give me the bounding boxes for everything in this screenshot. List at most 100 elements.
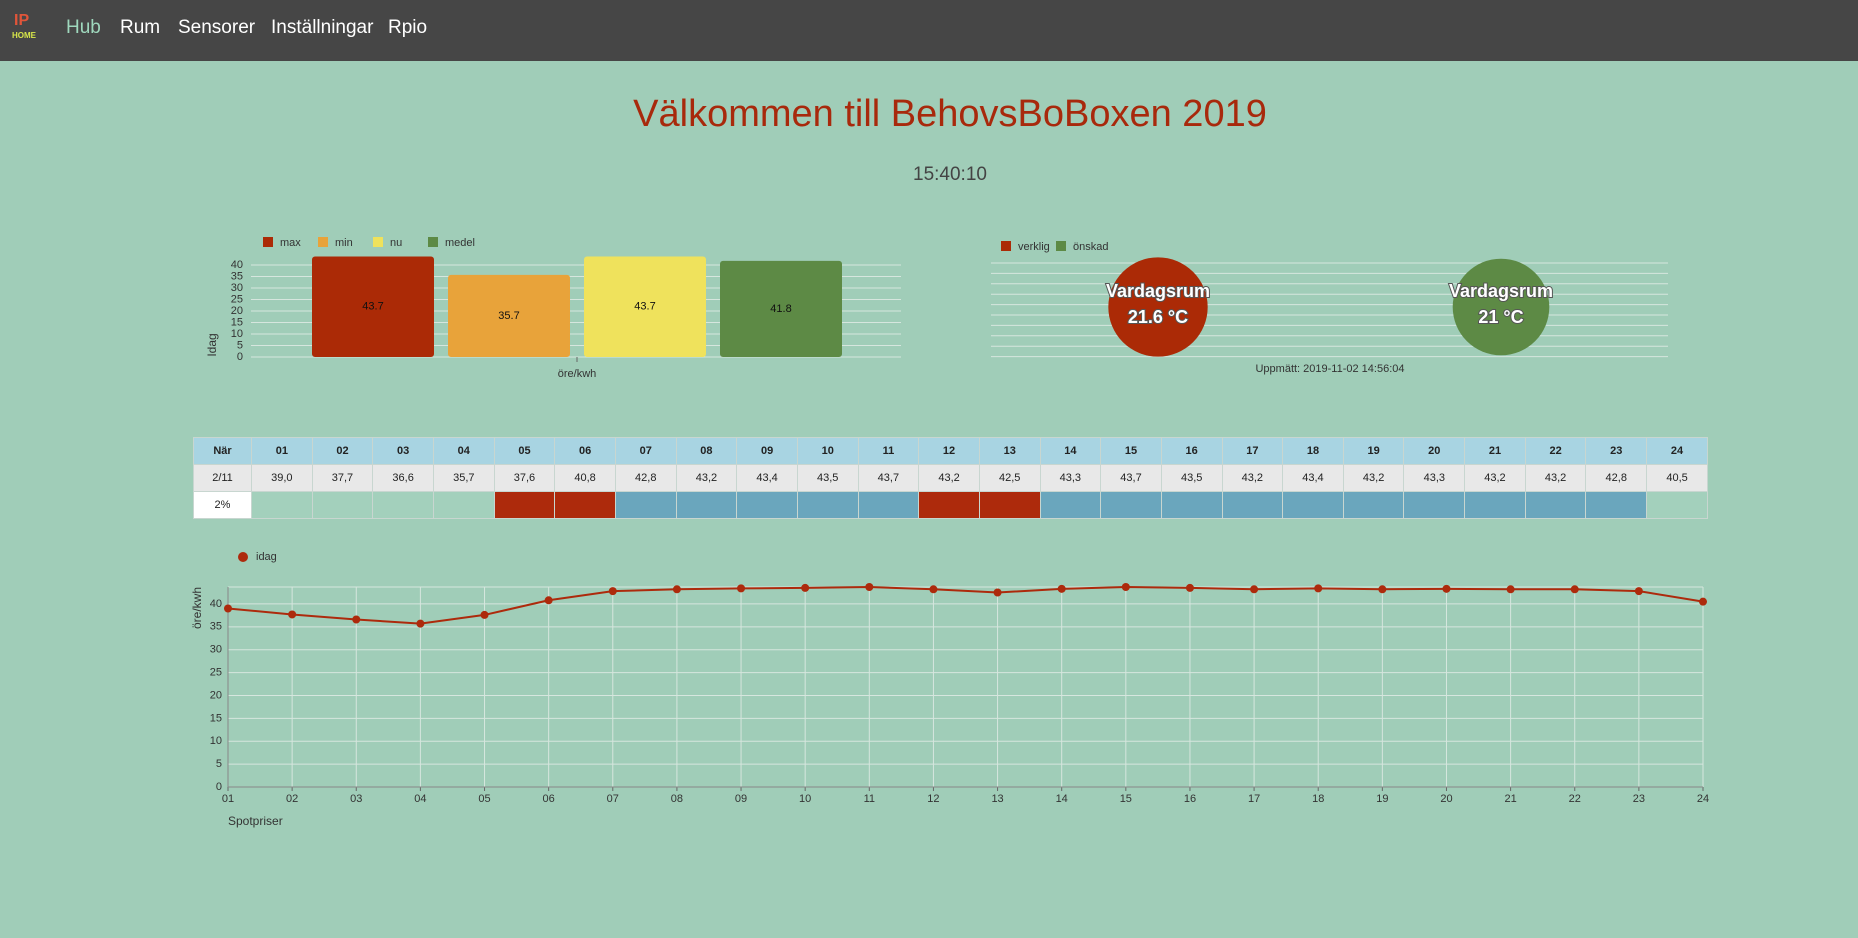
header-cell: 01 [251,437,313,465]
x-axis-label: öre/kwh [558,368,597,380]
header-cell: 08 [675,437,738,465]
price-row: 2/11 39,0 37,7 36,6 35,7 37,6 40,8 42,8 43,2 43,4… [193,464,1708,492]
price-cell: 35,7 [432,464,495,492]
legend-swatch [318,237,328,247]
x-tick-label: 11 [864,793,875,805]
logo-text: IP [14,12,30,29]
header-cell: 23 [1585,437,1648,465]
y-axis-label: öre/kwh [190,587,204,629]
y-axis-label: Idag [205,333,219,356]
level-cell [978,491,1041,519]
x-tick-label: 06 [543,793,555,805]
caption: Uppmätt: 2019-11-02 14:56:04 [1255,363,1404,375]
bar-label: 43.7 [634,301,655,313]
level-cell [918,491,980,519]
y-tick-label: 25 [210,666,222,678]
nav-link[interactable]: Rum [120,17,161,38]
point [993,588,1002,597]
legend-label: verklig [1018,241,1050,253]
price-cell: 43,4 [1282,464,1344,492]
legend-label: önskad [1073,241,1108,253]
point [224,604,232,613]
bar [448,274,570,357]
nav-link[interactable]: Sensorer [178,17,256,38]
price-cell: 42,5 [978,464,1041,492]
price-cell: 39,0 [251,464,313,492]
x-tick-label: 12 [927,793,939,805]
point [801,583,810,592]
point [1699,597,1707,606]
point [544,596,553,605]
x-tick-label: 05 [478,793,490,805]
bubble-value: 21 °C [1478,307,1523,327]
header-cell: 09 [736,437,798,465]
header-cell: 13 [978,437,1041,465]
bar [720,260,842,357]
level-cell [1100,491,1162,519]
level-cell [493,491,556,519]
header-cell: 15 [1100,437,1162,465]
header-cell: 24 [1646,437,1708,465]
price-cell: 43,4 [736,464,798,492]
level-cell [1342,491,1405,519]
header-cell: 07 [614,437,677,465]
x-tick-label: 24 [1697,793,1709,805]
x-tick-label: 14 [1056,793,1068,805]
logo-text: HOME [12,31,36,40]
price-cell: 40,5 [1646,464,1708,492]
price-cell: 43,2 [1464,464,1526,492]
bar-label: 35.7 [498,310,519,322]
level-cell [372,491,434,519]
nav-link[interactable]: Rpio [388,17,428,38]
y-tick-label: 10 [231,328,243,340]
header-cell: 12 [918,437,980,465]
level-cell [1221,491,1284,519]
level-cell [1646,491,1708,519]
header-cell: 21 [1464,437,1526,465]
level-cell [1403,491,1466,519]
point [288,610,297,619]
header-cell: 22 [1524,437,1587,465]
price-cell: 43,5 [796,464,859,492]
bubble-label: Vardagsrum [1449,281,1553,301]
price-cell: 43,3 [1039,464,1102,492]
level-cell [736,491,798,519]
y-tick-label: 5 [216,758,222,770]
y-tick-label: 10 [210,735,222,747]
nav-link[interactable]: Inställningar [271,17,374,38]
price-cell: 37,7 [311,464,374,492]
price-cell: 42,8 [1585,464,1648,492]
level-cell [1282,491,1344,519]
x-tick-label: 18 [1312,793,1324,805]
price-cell: 43,5 [1160,464,1223,492]
x-tick-label: 10 [799,793,811,805]
x-tick-label: 04 [414,793,426,805]
point [1378,585,1387,594]
point [1185,583,1194,592]
x-tick-label: 01 [222,793,234,805]
y-tick-label: 40 [210,598,222,610]
price-cell: 43,3 [1403,464,1466,492]
header-cell: 18 [1282,437,1344,465]
bubble-value: 21.6 °C [1128,307,1188,327]
header-cell: 19 [1342,437,1405,465]
level-row: 2% [193,491,1708,519]
point [352,615,361,624]
y-tick-label: 35 [210,621,222,633]
x-tick-label: 15 [1120,793,1132,805]
logo[interactable]: IP HOME [12,12,42,42]
price-cell: 43,2 [1524,464,1587,492]
y-tick-label: 30 [231,282,243,294]
level-cell [251,491,313,519]
x-tick-label: 22 [1569,793,1581,805]
level-cell [675,491,738,519]
header-cell: När [193,437,252,465]
x-tick-label: 23 [1633,793,1645,805]
x-tick-label: 21 [1504,793,1516,805]
y-tick-label: 40 [231,259,243,271]
x-tick-label: 07 [607,793,619,805]
y-tick-label: 15 [210,712,222,724]
nav-link[interactable]: Hub [66,17,101,38]
legend-label: min [335,237,353,249]
legend-label: idag [256,551,277,563]
